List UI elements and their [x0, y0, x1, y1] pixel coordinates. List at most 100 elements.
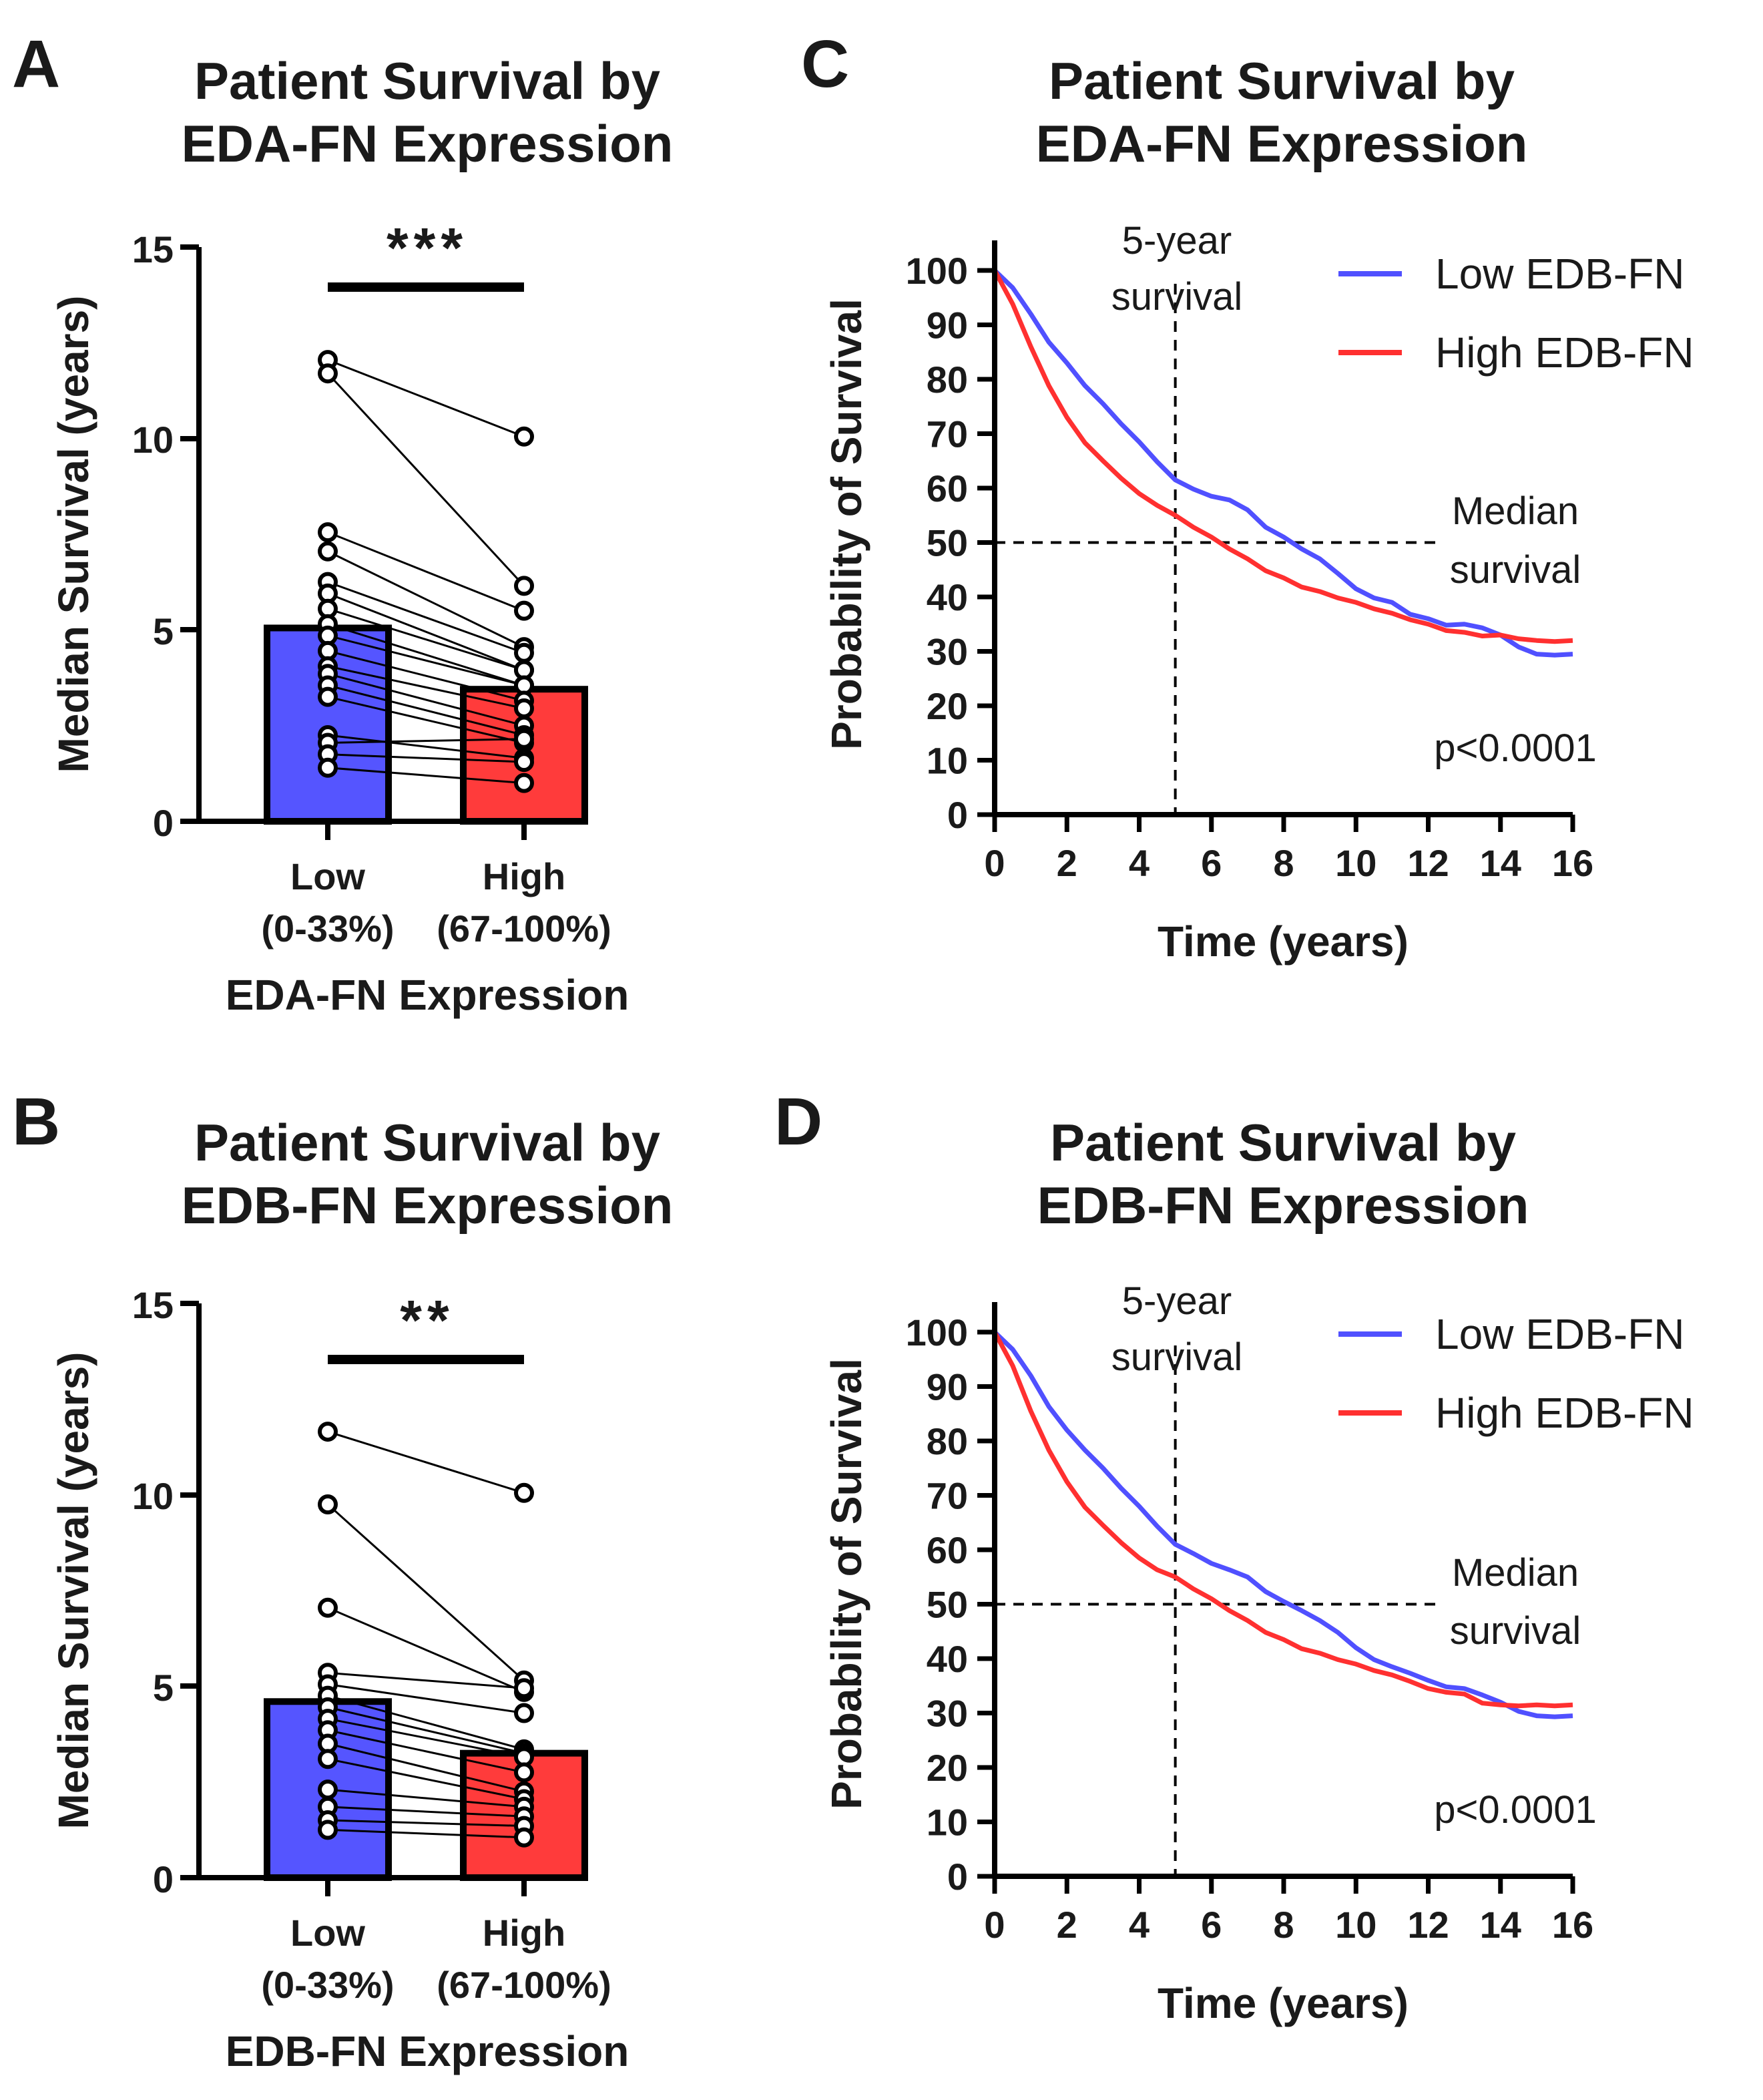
data-point-low — [318, 1494, 338, 1514]
legend: Low EDB-FN High EDB-FN — [1338, 250, 1694, 377]
p-value: p<0.0001 — [1434, 1788, 1597, 1832]
pair-connector — [327, 634, 525, 686]
data-point-low — [318, 757, 338, 778]
pair-connector — [327, 738, 525, 744]
x-tick-label: 10 — [1335, 1904, 1376, 1946]
pair-connector — [327, 1729, 525, 1773]
legend-label-high: High EDB-FN — [1435, 329, 1694, 377]
y-tick-label: 50 — [927, 1584, 968, 1626]
series-line-high-edb-fn — [992, 269, 1573, 644]
pair-connector — [327, 1430, 525, 1494]
survival-curves — [992, 1330, 1573, 1719]
y-tick-label: 5 — [153, 610, 174, 652]
paired-points-group — [318, 1422, 534, 1848]
y-tick-label: 60 — [927, 1529, 968, 1571]
pair-connector — [327, 734, 525, 759]
data-point-high — [514, 576, 534, 596]
y-tick-label: 0 — [153, 802, 174, 844]
survival-curves — [992, 268, 1573, 658]
pair-connector — [327, 1695, 525, 1751]
panel-letter-d: D — [774, 1084, 822, 1159]
panel-a: A Patient Survival by EDA-FN Expression … — [12, 27, 673, 1019]
y-tick-label: 20 — [927, 685, 968, 727]
x-tick-label: 2 — [1057, 1904, 1077, 1946]
data-point-high — [514, 642, 534, 663]
pair-connector — [327, 1757, 525, 1800]
data-point-high — [514, 698, 534, 718]
x-tick-label: 8 — [1273, 1904, 1294, 1946]
x-tick-label: 12 — [1407, 842, 1449, 884]
data-point-low — [318, 1422, 338, 1442]
x-tick-label: 16 — [1552, 1904, 1593, 1946]
data-point-low — [318, 541, 338, 562]
pair-connector — [327, 1607, 525, 1693]
chart-title-line2: EDB-FN Expression — [1037, 1176, 1529, 1235]
data-point-high — [514, 1482, 534, 1503]
significance-stars: *** — [387, 216, 468, 279]
x-tick-label: 16 — [1552, 842, 1593, 884]
chart-title-line2: EDA-FN Expression — [1036, 114, 1528, 173]
data-point-low — [318, 686, 338, 707]
data-point-high — [514, 1827, 534, 1848]
x-tick-label: 6 — [1201, 842, 1222, 884]
panel-b: B Patient Survival by EDB-FN Expression … — [12, 1084, 673, 2075]
annotation-median: survival — [1450, 1609, 1581, 1653]
y-tick-label: 5 — [153, 1667, 174, 1709]
data-point-low — [318, 1597, 338, 1618]
y-tick-label: 40 — [927, 576, 968, 618]
data-point-high — [514, 1762, 534, 1783]
pair-connector — [327, 696, 525, 744]
x-category-label: (67-100%) — [437, 1964, 611, 2006]
annotation-5-year: 5-year — [1122, 1279, 1232, 1323]
y-axis-label: Probability of Survival — [822, 1358, 870, 1810]
chart-title-line1: Patient Survival by — [194, 1113, 660, 1172]
reference-lines — [995, 284, 1443, 815]
x-tick-labels: 0 2 4 6 8 10 12 14 16 — [984, 1876, 1593, 1946]
pair-connector — [327, 1717, 525, 1758]
x-category-label: (67-100%) — [437, 907, 611, 950]
data-point-low — [318, 363, 338, 384]
pair-connector — [327, 665, 525, 710]
pair-connector — [327, 672, 525, 727]
y-tick-label: 90 — [927, 304, 968, 347]
x-category-label: Low — [290, 855, 365, 897]
pair-connector — [326, 1503, 525, 1681]
annotation-median: Median — [1452, 1551, 1579, 1595]
y-tick-label: 100 — [906, 1311, 968, 1353]
y-tick-label: 0 — [947, 1856, 968, 1898]
data-point-high — [514, 1703, 534, 1723]
y-axis-label: Probability of Survival — [822, 298, 870, 750]
pair-connector — [327, 684, 525, 737]
series-line-low-edb-fn — [993, 268, 1573, 658]
annotation-5-year: survival — [1111, 275, 1243, 319]
pair-connector — [327, 592, 525, 671]
pair-connector — [327, 1683, 525, 1714]
x-axis-label: EDA-FN Expression — [226, 971, 629, 1019]
chart-title-line1: Patient Survival by — [1050, 1113, 1516, 1172]
pair-connector — [327, 1806, 525, 1818]
data-point-low — [318, 1820, 338, 1840]
x-tick-label: 6 — [1201, 1904, 1222, 1946]
annotation-median: survival — [1450, 548, 1581, 592]
x-tick-labels: 0 2 4 6 8 10 12 14 16 — [984, 815, 1593, 884]
data-point-low — [318, 522, 338, 543]
chart-title-line1: Patient Survival by — [1049, 51, 1515, 110]
pair-connector — [327, 1828, 525, 1839]
pair-connector — [327, 359, 525, 438]
y-tick-label: 80 — [927, 359, 968, 401]
data-point-high — [514, 773, 534, 793]
legend-label-high: High EDB-FN — [1435, 1389, 1694, 1437]
pair-connector — [327, 623, 525, 686]
annotation-5-year: 5-year — [1122, 219, 1232, 262]
x-category-label: High — [483, 1912, 565, 1954]
pair-connector — [327, 1671, 525, 1689]
data-point-high — [514, 728, 534, 749]
x-tick-label: 4 — [1129, 842, 1150, 884]
pair-connector — [327, 1788, 525, 1808]
y-tick-label: 70 — [927, 1475, 968, 1517]
y-tick-labels: 0 10 20 30 40 50 60 70 80 90 100 — [906, 250, 995, 836]
chart-title-line1: Patient Survival by — [194, 51, 660, 110]
pair-connector — [327, 531, 525, 612]
x-category-label: (0-33%) — [261, 1964, 394, 2006]
